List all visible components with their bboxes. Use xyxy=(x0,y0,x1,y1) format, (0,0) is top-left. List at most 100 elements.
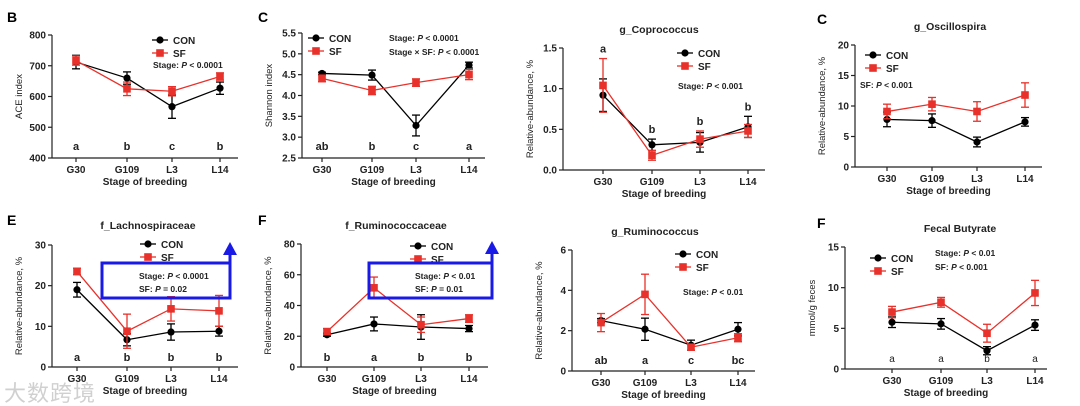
stat-annotation-part: SF: xyxy=(935,262,951,272)
series-line xyxy=(76,289,220,341)
data-point xyxy=(937,320,945,328)
data-point xyxy=(368,71,376,79)
stat-annotation-part: P xyxy=(167,271,173,281)
y-tick-label: 1.0 xyxy=(543,84,557,95)
data-point xyxy=(973,107,981,116)
x-tick-label: L14 xyxy=(1016,174,1034,185)
panel-letter: F xyxy=(258,212,267,228)
panel-letter: E xyxy=(7,212,16,228)
series-line xyxy=(600,319,739,346)
data-point xyxy=(597,318,605,327)
stat-annotation-part: < 0.01 xyxy=(449,271,476,281)
chart-title: g_Coprococcus xyxy=(619,24,699,36)
y-tick-label: 30 xyxy=(35,241,47,252)
stat-annotation: SF: P < 0.001 xyxy=(860,80,913,90)
legend-label: CON xyxy=(696,250,718,261)
legend-marker xyxy=(681,49,689,57)
significance-letter: b xyxy=(745,101,752,113)
stat-annotation: SF: P = 0.02 xyxy=(139,284,187,294)
y-tick-label: 20 xyxy=(838,41,850,52)
legend-label: SF xyxy=(698,62,711,73)
significance-letter: b xyxy=(697,116,704,128)
significance-letter: a xyxy=(889,354,895,365)
stat-annotation-part: Stage: xyxy=(678,81,706,91)
stat-annotation-part: < 0.001 xyxy=(882,80,913,90)
x-tick-label: G109 xyxy=(115,374,140,385)
legend-label: SF xyxy=(696,263,709,274)
data-point xyxy=(928,100,936,108)
data-point xyxy=(744,127,752,135)
y-tick-label: 800 xyxy=(29,31,46,42)
x-tick-label: G30 xyxy=(878,174,897,185)
data-point xyxy=(648,141,656,149)
x-axis-label: Stage of breeding xyxy=(622,189,706,200)
x-axis-label: Stage of breeding xyxy=(352,386,436,397)
series-con xyxy=(318,61,473,137)
legend-marker xyxy=(874,254,882,262)
y-tick-label: 500 xyxy=(29,123,46,134)
stat-annotation-part: P xyxy=(181,60,187,70)
series-line xyxy=(75,61,221,108)
y-tick-label: 20 xyxy=(284,332,296,343)
stat-annotation-part: < 0.01 xyxy=(969,248,996,258)
significance-letter: a xyxy=(600,44,607,56)
significance-letter: b xyxy=(124,352,131,364)
significance-letter: b xyxy=(649,124,656,136)
series-line xyxy=(886,118,1026,143)
data-point xyxy=(687,343,695,352)
series-line xyxy=(326,323,470,336)
x-tick-label: G109 xyxy=(929,376,954,387)
data-point xyxy=(216,72,224,81)
x-axis-label: Stage of breeding xyxy=(621,390,705,401)
x-tick-label: L14 xyxy=(729,378,747,389)
data-point xyxy=(465,61,473,69)
x-tick-label: G109 xyxy=(115,165,140,176)
y-tick-label: 2.5 xyxy=(282,154,296,165)
series-line xyxy=(891,292,1036,335)
y-tick-label: 5 xyxy=(843,132,849,143)
data-point xyxy=(323,327,331,336)
data-point xyxy=(641,290,649,299)
x-tick-label: G109 xyxy=(920,174,945,185)
legend-label: SF xyxy=(329,47,342,58)
significance-letter: a xyxy=(74,352,81,364)
y-axis-label: Relative-abundance, % xyxy=(263,256,274,355)
stat-annotation-part: P xyxy=(417,33,423,43)
panel-letter: C xyxy=(258,9,268,25)
y-tick-label: 4.0 xyxy=(282,91,296,102)
x-tick-label: L3 xyxy=(415,374,427,385)
data-point xyxy=(73,267,81,276)
y-tick-label: 2 xyxy=(560,326,566,337)
series-line xyxy=(321,74,470,92)
watermark: 大数跨境 xyxy=(4,382,97,406)
data-point xyxy=(215,327,223,335)
series-line xyxy=(600,293,739,348)
data-point xyxy=(734,333,742,342)
data-point xyxy=(370,320,378,328)
y-axis-label: Relative-abundance, % xyxy=(817,56,828,155)
y-tick-label: 0 xyxy=(843,163,849,174)
legend-marker xyxy=(874,267,882,275)
significance-letter: b xyxy=(216,352,223,364)
significance-letter: a xyxy=(938,354,944,365)
data-point xyxy=(928,117,936,125)
x-tick-label: G109 xyxy=(360,165,385,176)
series-line xyxy=(886,94,1026,113)
data-point xyxy=(167,305,175,313)
y-tick-label: 3.0 xyxy=(282,133,296,144)
data-point xyxy=(168,103,176,111)
x-tick-label: G109 xyxy=(362,374,387,385)
significance-letter: c xyxy=(169,141,175,153)
chart-title: g_Oscillospira xyxy=(914,21,987,33)
series-line xyxy=(76,271,220,333)
stat-annotation-part: P xyxy=(431,284,437,294)
data-point xyxy=(318,74,326,83)
data-point xyxy=(123,74,131,82)
y-tick-label: 15 xyxy=(838,71,850,82)
significance-letter: b xyxy=(324,352,331,364)
data-point xyxy=(1021,118,1029,126)
y-tick-label: 4.5 xyxy=(282,70,296,81)
legend-marker xyxy=(414,255,422,263)
significance-letter: a xyxy=(1032,354,1038,365)
